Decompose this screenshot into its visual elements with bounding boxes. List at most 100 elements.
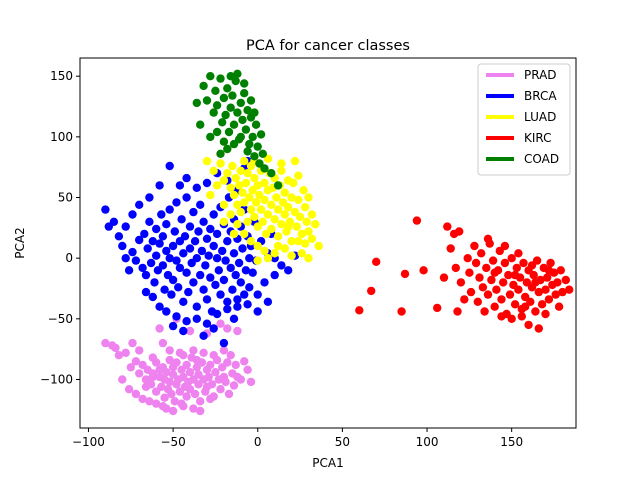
point-coad [212,127,222,137]
point-prad [224,389,234,399]
point-kirc [460,295,469,304]
point-coad [229,139,239,149]
point-brca [241,266,251,275]
point-prad [199,348,208,357]
x-tick-label: 150 [500,435,523,449]
point-brca [145,193,154,202]
point-coad [240,79,249,88]
point-prad [158,338,168,348]
point-coad [209,108,218,117]
point-luad [304,227,313,236]
legend-label-prad: PRAD [524,68,557,82]
point-brca [174,283,183,292]
point-coad [233,108,242,117]
point-luad [216,159,225,168]
point-coad [196,120,205,129]
x-axis-ticks: −100 −50 0 50 100 150 [72,428,523,449]
point-prad [141,382,151,391]
point-luad [307,210,317,219]
point-kirc [534,287,543,297]
point-brca [238,244,247,253]
point-brca [248,268,257,277]
point-brca [152,251,161,260]
series-kirc [355,216,574,333]
point-prad [223,324,232,333]
point-kirc [471,258,481,268]
point-kirc [531,278,540,287]
point-prad [223,358,232,367]
point-luad [260,195,269,205]
point-brca [182,173,191,183]
point-kirc [463,254,472,263]
point-prad [216,385,225,394]
point-brca [263,297,273,306]
point-brca [245,283,254,292]
point-prad [179,402,188,411]
point-coad [226,103,235,112]
point-luad [280,244,289,253]
point-kirc [470,241,479,251]
point-brca [148,292,157,302]
point-kirc [473,297,482,306]
point-brca [216,290,225,299]
point-prad [118,375,127,384]
point-luad [290,156,300,166]
point-luad [272,193,281,202]
point-brca [228,285,237,294]
point-coad [245,139,254,149]
point-coad [256,130,266,139]
point-brca [175,263,185,273]
point-brca [270,270,279,280]
point-brca [101,205,110,214]
point-prad [233,326,242,336]
point-brca [202,234,212,243]
point-luad [304,254,313,263]
point-prad [221,377,230,387]
point-luad [219,176,229,185]
point-prad [162,404,171,413]
point-luad [263,210,273,219]
point-prad [246,377,256,387]
point-brca [141,287,151,297]
point-luad [246,237,256,246]
point-coad [226,72,235,81]
point-luad [219,217,229,226]
point-luad [258,217,267,226]
x-tick-label: −100 [72,435,105,449]
point-brca [212,229,222,239]
point-brca [118,241,127,251]
point-coad [250,152,259,161]
point-coad [219,93,229,103]
point-luad [233,220,242,229]
point-prad [209,351,218,360]
point-kirc [541,309,550,319]
point-brca [196,200,205,209]
point-prad [124,385,134,394]
point-luad [287,193,296,202]
point-luad [240,156,249,166]
point-luad [250,212,259,222]
point-luad [219,200,229,209]
point-luad [287,251,296,260]
point-luad [251,198,261,207]
point-prad [189,346,198,355]
point-kirc [451,263,460,273]
point-coad [240,89,249,98]
point-luad [236,207,245,217]
point-coad [192,98,201,108]
point-coad [236,132,245,142]
point-kirc [507,254,516,263]
point-kirc [561,275,570,285]
point-brca [182,268,191,277]
series-prad [101,314,256,416]
point-prad [243,365,252,374]
point-brca [214,266,223,275]
point-brca [190,237,200,246]
point-coad [223,144,232,154]
point-brca [121,222,130,231]
point-prad [190,389,200,399]
point-brca [165,205,174,214]
point-brca [194,227,203,236]
point-coad [206,132,215,142]
point-brca [158,232,168,241]
